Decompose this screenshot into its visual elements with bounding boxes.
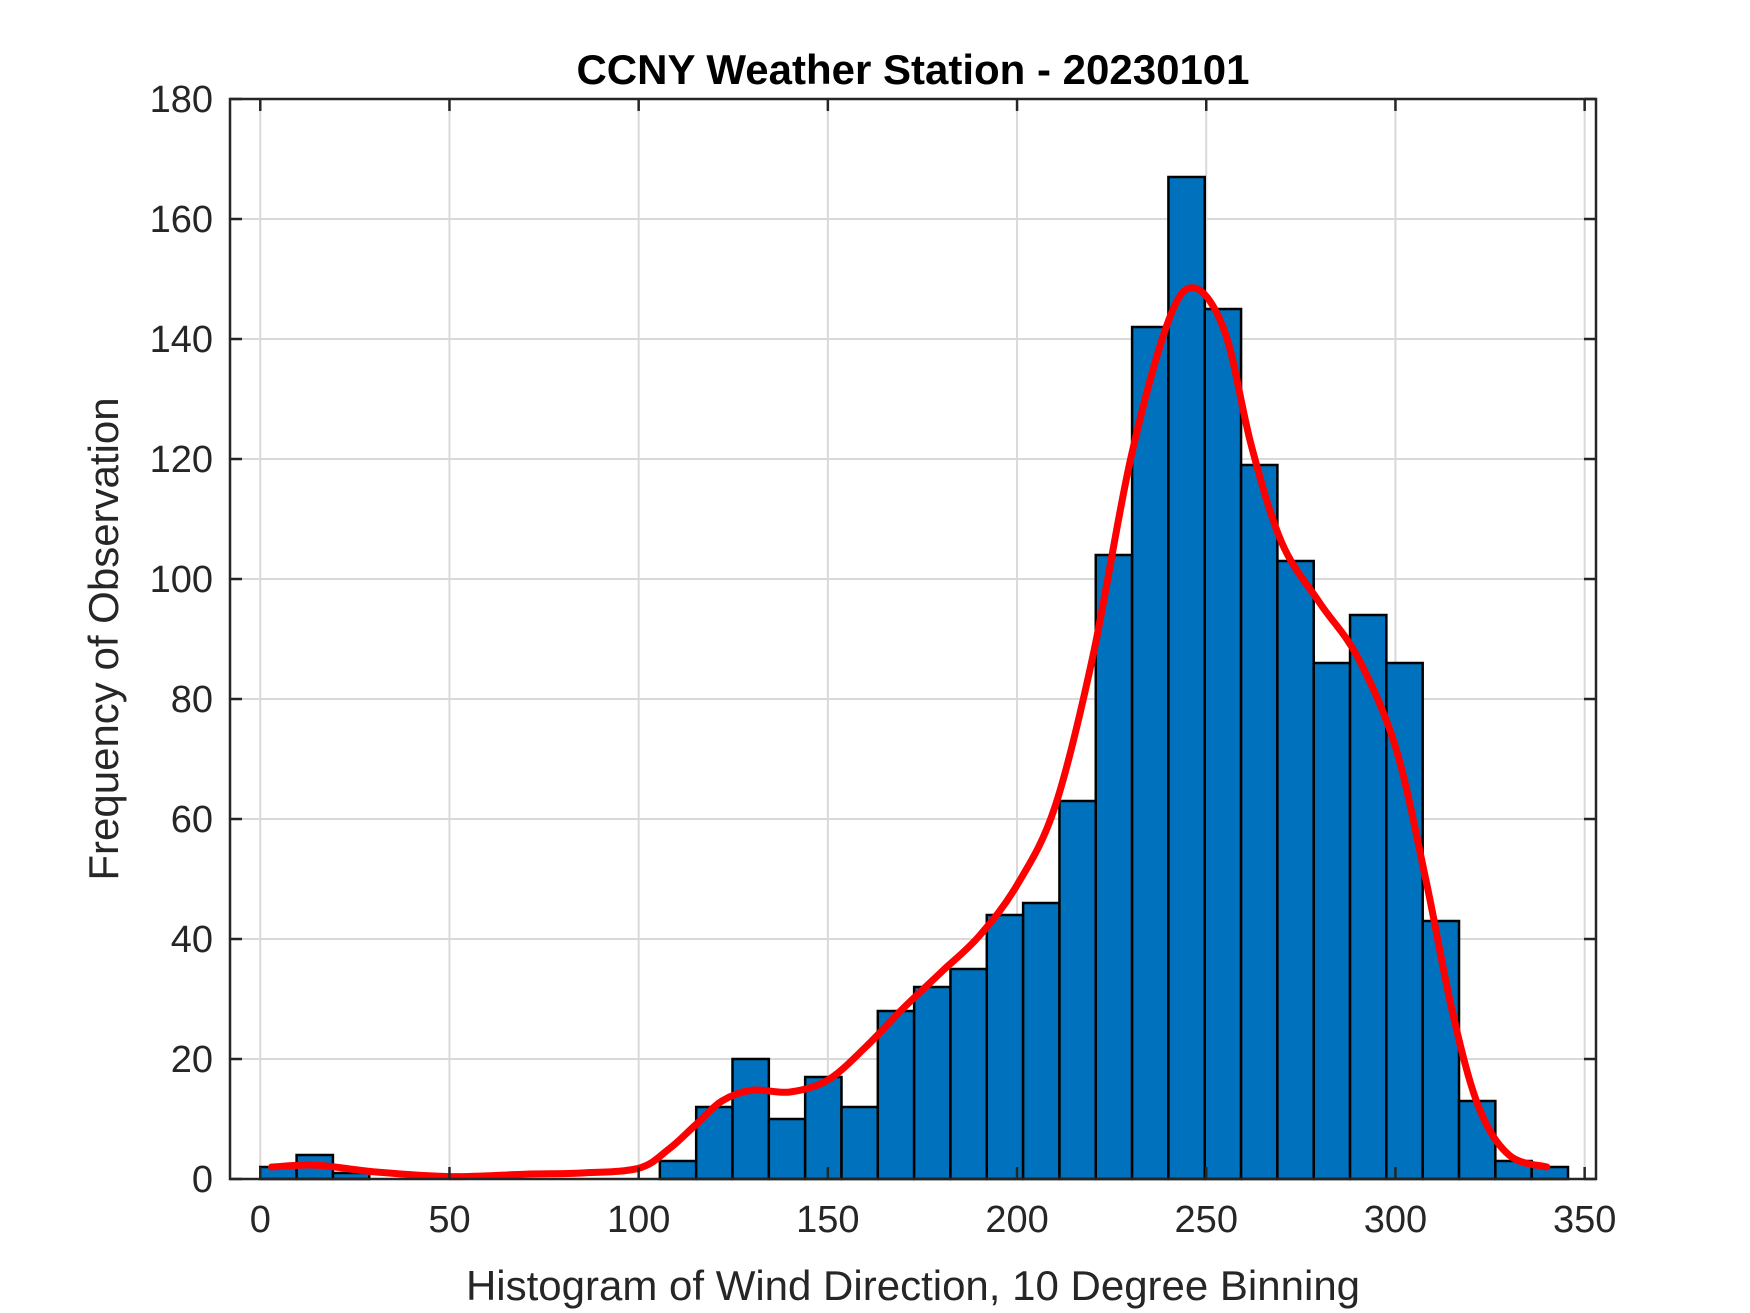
histogram-bar xyxy=(803,1075,843,1181)
x-tick-label: 200 xyxy=(985,1199,1048,1241)
y-tick-label: 60 xyxy=(171,799,213,841)
x-tick-label: 350 xyxy=(1553,1199,1616,1241)
histogram-bar xyxy=(876,1009,916,1181)
histogram-bar xyxy=(1167,175,1206,1181)
histogram-bar xyxy=(985,913,1025,1181)
y-tick-label: 40 xyxy=(171,919,213,961)
y-tick-label: 0 xyxy=(192,1159,213,1201)
histogram-bar xyxy=(949,967,989,1181)
histogram-bar xyxy=(767,1117,807,1181)
histogram-bar xyxy=(1276,559,1315,1181)
histogram-bars xyxy=(259,175,1570,1181)
histogram-bar xyxy=(840,1105,880,1181)
y-tick-label: 160 xyxy=(150,199,213,241)
y-axis-label: Frequency of Observation xyxy=(80,397,127,880)
x-tick-label: 300 xyxy=(1364,1199,1427,1241)
histogram-bar xyxy=(1203,307,1243,1181)
y-tick-label: 120 xyxy=(150,439,213,481)
x-tick-label: 50 xyxy=(428,1199,470,1241)
y-tick-label: 80 xyxy=(171,679,213,721)
y-tick-label: 20 xyxy=(171,1039,213,1081)
histogram-bar xyxy=(658,1159,698,1181)
x-tick-label: 150 xyxy=(796,1199,859,1241)
axes xyxy=(228,97,1598,1181)
y-tick-label: 140 xyxy=(150,319,213,361)
histogram-bar xyxy=(1130,325,1170,1181)
y-tick-label: 180 xyxy=(150,79,213,121)
x-tick-label: 100 xyxy=(607,1199,670,1241)
chart-title: CCNY Weather Station - 20230101 xyxy=(576,46,1249,93)
histogram-bar xyxy=(1457,1099,1497,1181)
histogram-bar xyxy=(1312,661,1352,1181)
y-tick-label: 100 xyxy=(150,559,213,601)
histogram-bar xyxy=(912,985,952,1181)
histogram-bar xyxy=(1094,553,1134,1181)
histogram-bar xyxy=(1239,463,1279,1181)
histogram-bar xyxy=(1058,799,1098,1181)
histogram-bar xyxy=(1021,901,1061,1181)
x-tick-label: 0 xyxy=(250,1199,271,1241)
histogram-bar xyxy=(731,1057,771,1181)
axes-box xyxy=(228,97,1598,1181)
tick-labels: 0 50 100 150 200 250 300 350 0 20 40 60 80 100 120 140 1… xyxy=(150,79,1617,1241)
histogram-bar xyxy=(694,1105,734,1181)
x-axis-label: Histogram of Wind Direction, 10 Degree B… xyxy=(466,1262,1360,1309)
grid-lines xyxy=(230,98,1596,1180)
x-tick-label: 250 xyxy=(1175,1199,1238,1241)
